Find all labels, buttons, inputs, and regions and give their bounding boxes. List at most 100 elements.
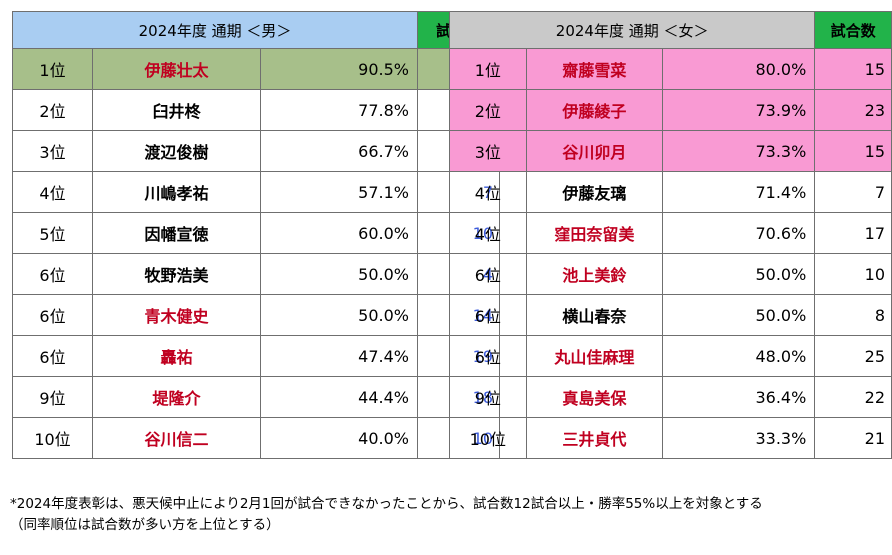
win-rate-cell: 80.0% <box>662 48 816 90</box>
rank-cell: 9位 <box>449 376 527 418</box>
women-header-row: 2024年度 通期 ＜女＞ 試合数 <box>448 11 892 49</box>
men-header-row: 2024年度 通期 ＜男＞ 試合数 <box>12 11 500 49</box>
men-table-title: 2024年度 通期 ＜男＞ <box>12 11 418 49</box>
player-name-cell: 谷川卯月 <box>525 130 664 172</box>
win-rate-cell: 33.3% <box>662 417 816 459</box>
rank-cell: 6位 <box>449 253 527 295</box>
table-row: 2位 伊藤綾子 73.9% 23 <box>449 89 892 131</box>
table-row: 10位 三井貞代 33.3% 21 <box>449 417 892 459</box>
rank-cell: 9位 <box>12 376 93 418</box>
win-rate-cell: 66.7% <box>260 130 418 172</box>
rank-cell: 6位 <box>12 253 93 295</box>
women-table-title: 2024年度 通期 ＜女＞ <box>448 11 816 49</box>
table-row: 2位 臼井柊 77.8% 9 <box>12 89 500 131</box>
rank-cell: 2位 <box>449 89 527 131</box>
table-row: 6位 横山春奈 50.0% 8 <box>449 294 892 336</box>
player-name-cell: 轟祐 <box>92 335 261 377</box>
win-rate-cell: 48.0% <box>662 335 816 377</box>
games-count-cell: 7 <box>814 171 892 213</box>
player-name-cell: 窪田奈留美 <box>525 212 664 254</box>
games-count-cell: 8 <box>814 294 892 336</box>
player-name-cell: 谷川信二 <box>92 417 261 459</box>
win-rate-cell: 73.3% <box>662 130 816 172</box>
win-rate-cell: 57.1% <box>260 171 418 213</box>
rank-cell: 3位 <box>12 130 93 172</box>
table-row: 6位 轟祐 47.4% 19 <box>12 335 500 377</box>
table-row: 4位 窪田奈留美 70.6% 17 <box>449 212 892 254</box>
win-rate-cell: 44.4% <box>260 376 418 418</box>
player-name-cell: 川嶋孝祐 <box>92 171 261 213</box>
table-row: 9位 真島美保 36.4% 22 <box>449 376 892 418</box>
rank-cell: 2位 <box>12 89 93 131</box>
games-count-cell: 21 <box>814 417 892 459</box>
table-row: 10位 谷川信二 40.0% 10 <box>12 417 500 459</box>
player-name-cell: 齋藤雪菜 <box>525 48 664 90</box>
table-row: 6位 牧野浩美 50.0% 4 <box>12 253 500 295</box>
table-row: 6位 青木健史 50.0% 14 <box>12 294 500 336</box>
win-rate-cell: 47.4% <box>260 335 418 377</box>
table-row: 6位 丸山佳麻理 48.0% 25 <box>449 335 892 377</box>
games-count-cell: 23 <box>814 89 892 131</box>
rank-cell: 6位 <box>12 335 93 377</box>
games-count-cell: 25 <box>814 335 892 377</box>
table-row: 3位 谷川卯月 73.3% 15 <box>449 130 892 172</box>
player-name-cell: 牧野浩美 <box>92 253 261 295</box>
player-name-cell: 堤隆介 <box>92 376 261 418</box>
player-name-cell: 伊藤壮太 <box>92 48 261 90</box>
rank-cell: 10位 <box>12 417 93 459</box>
table-row: 6位 池上美鈴 50.0% 10 <box>449 253 892 295</box>
table-row: 4位 伊藤友璃 71.4% 7 <box>449 171 892 213</box>
women-table-body: 1位 齋藤雪菜 80.0% 15 2位 伊藤綾子 73.9% 23 3位 谷川卯月 73.3% 15 4… <box>449 48 892 459</box>
men-ranking-table: 2024年度 通期 ＜男＞ 試合数 1位伊藤壮太90.5%212位臼井柊77.8… <box>12 11 500 459</box>
table-row: 5位 因幡宣徳 60.0% 10 <box>12 212 500 254</box>
games-count-cell: 15 <box>814 130 892 172</box>
player-name-cell: 青木健史 <box>92 294 261 336</box>
rank-cell: 6位 <box>449 335 527 377</box>
footnote-criteria: *2024年度表彰は、悪天候中止により2月1回が試合できなかったことから、試合数… <box>10 496 763 512</box>
player-name-cell: 伊藤友璃 <box>525 171 664 213</box>
player-name-cell: 池上美鈴 <box>525 253 664 295</box>
player-name-cell: 因幡宣徳 <box>92 212 261 254</box>
win-rate-cell: 40.0% <box>260 417 418 459</box>
table-row: 1位 伊藤壮太 90.5% 21 <box>12 48 500 90</box>
player-name-cell: 丸山佳麻理 <box>525 335 664 377</box>
rank-cell: 6位 <box>449 294 527 336</box>
player-name-cell: 横山春奈 <box>525 294 664 336</box>
rank-cell: 5位 <box>12 212 93 254</box>
win-rate-cell: 50.0% <box>662 253 816 295</box>
player-name-cell: 臼井柊 <box>92 89 261 131</box>
win-rate-cell: 77.8% <box>260 89 418 131</box>
win-rate-cell: 60.0% <box>260 212 418 254</box>
win-rate-cell: 50.0% <box>662 294 816 336</box>
table-row: 3位 渡辺俊樹 66.7% 6 <box>12 130 500 172</box>
rank-cell: 1位 <box>12 48 93 90</box>
games-count-cell: 10 <box>814 253 892 295</box>
rank-cell: 1位 <box>449 48 527 90</box>
games-count-cell: 15 <box>814 48 892 90</box>
win-rate-cell: 70.6% <box>662 212 816 254</box>
games-count-cell: 17 <box>814 212 892 254</box>
player-name-cell: 伊藤綾子 <box>525 89 664 131</box>
table-row: 1位 齋藤雪菜 80.0% 15 <box>449 48 892 90</box>
rank-cell: 4位 <box>449 171 527 213</box>
win-rate-cell: 50.0% <box>260 253 418 295</box>
win-rate-cell: 36.4% <box>662 376 816 418</box>
rank-cell: 4位 <box>12 171 93 213</box>
rank-cell: 6位 <box>12 294 93 336</box>
rank-cell: 10位 <box>449 417 527 459</box>
footnote-tiebreak: （同率順位は試合数が多い方を上位とする） <box>10 517 280 533</box>
men-table-body: 1位 伊藤壮太 90.5% 21 2位 臼井柊 77.8% 9 3位 渡辺俊樹 66.7% 6 4位 川嶋… <box>12 48 500 459</box>
rank-cell: 4位 <box>449 212 527 254</box>
games-count-cell: 22 <box>814 376 892 418</box>
player-name-cell: 渡辺俊樹 <box>92 130 261 172</box>
women-ranking-table: 2024年度 通期 ＜女＞ 試合数 1位 齋藤雪菜 80.0% 15 2位 伊藤綾子 73.… <box>448 11 892 459</box>
table-row: 9位 堤隆介 44.4% 18 <box>12 376 500 418</box>
win-rate-cell: 90.5% <box>260 48 418 90</box>
women-games-header: 試合数 <box>814 11 892 49</box>
win-rate-cell: 50.0% <box>260 294 418 336</box>
footnotes: *2024年度表彰は、悪天候中止により2月1回が試合できなかったことから、試合数… <box>10 494 763 536</box>
player-name-cell: 三井貞代 <box>525 417 664 459</box>
table-row: 4位 川嶋孝祐 57.1% 7 <box>12 171 500 213</box>
win-rate-cell: 73.9% <box>662 89 816 131</box>
player-name-cell: 真島美保 <box>525 376 664 418</box>
